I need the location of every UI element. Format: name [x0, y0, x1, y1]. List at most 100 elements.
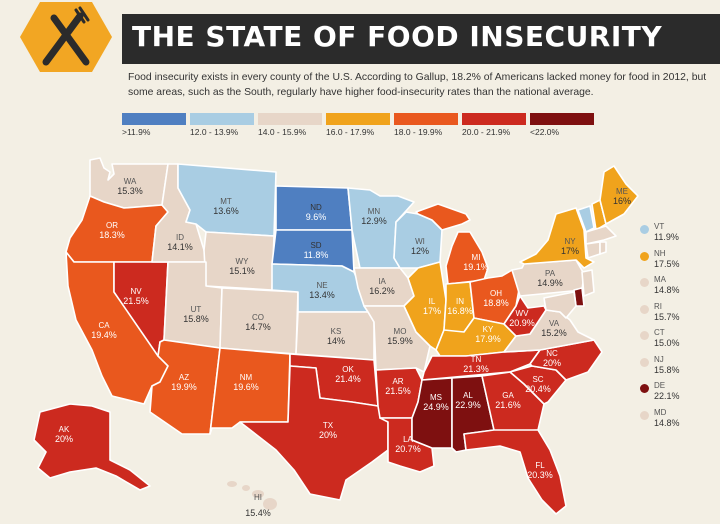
legend-label: 20.0 - 21.9%: [462, 127, 511, 137]
state-me: [599, 165, 639, 225]
legend-label: 18.0 - 19.9%: [394, 127, 443, 137]
value-la: 20.7%: [395, 444, 421, 454]
svg-text:MI: MI: [472, 253, 481, 262]
svg-text:NY: NY: [564, 237, 576, 246]
state-abbr: NJ: [654, 354, 664, 364]
state-ak: [33, 403, 151, 491]
svg-text:FL: FL: [535, 461, 545, 470]
color-dot: [640, 251, 649, 261]
svg-text:TN: TN: [471, 355, 482, 364]
state-tx: [239, 365, 389, 501]
svg-text:TX: TX: [323, 421, 334, 430]
svg-text:OK: OK: [342, 365, 354, 374]
svg-text:MS: MS: [430, 393, 442, 402]
state-md: [543, 291, 577, 319]
value-ia: 16.2%: [369, 286, 395, 296]
value-nc: 20%: [543, 358, 561, 368]
svg-text:VA: VA: [549, 319, 560, 328]
state-pa: [511, 259, 585, 297]
legend-item: >11.9%: [122, 113, 186, 137]
list-item: VT 11.9%: [640, 222, 720, 249]
legend-swatch: [326, 113, 390, 125]
intro-text: Food insecurity exists in every county o…: [128, 72, 707, 98]
page-title: THE STATE OF FOOD INSECURITY: [132, 20, 663, 53]
list-item: RI 15.7%: [640, 302, 720, 329]
legend-swatch: [190, 113, 254, 125]
svg-text:MT: MT: [220, 197, 232, 206]
state-abbr: DE: [654, 381, 666, 390]
legend-label: 16.0 - 17.9%: [326, 127, 375, 137]
legend-item: <22.0%: [530, 113, 594, 137]
svg-text:NC: NC: [546, 349, 558, 358]
svg-text:AZ: AZ: [179, 373, 189, 382]
state-abbr: MD: [654, 407, 667, 417]
svg-text:KY: KY: [483, 325, 494, 334]
legend-item: 14.0 - 15.9%: [258, 113, 322, 137]
svg-text:CO: CO: [252, 313, 264, 322]
value-sc: 20.4%: [525, 384, 551, 394]
svg-text:UT: UT: [191, 305, 202, 314]
state-abbr: NH: [654, 248, 666, 258]
state-hi: [227, 481, 277, 510]
state-nc: [529, 339, 603, 381]
value-ut: 15.8%: [183, 314, 209, 324]
value-nd: 9.6%: [306, 212, 327, 222]
value-oh: 18.8%: [483, 298, 509, 308]
value-wi: 12%: [411, 246, 429, 256]
svg-text:WI: WI: [415, 237, 425, 246]
state-ct: [585, 241, 601, 259]
color-dot: [640, 304, 649, 314]
list-item: NJ 15.8%: [640, 355, 720, 382]
value-id: 14.1%: [167, 242, 193, 252]
value-me: 16%: [613, 196, 631, 206]
value-ky: 17.9%: [475, 334, 501, 344]
color-dot: [640, 410, 649, 420]
legend-item: 16.0 - 17.9%: [326, 113, 390, 137]
legend-swatch: [394, 113, 458, 125]
state-ny: [519, 207, 595, 269]
state-value: 22.1%: [654, 391, 680, 401]
list-item: CT 15.0%: [640, 328, 720, 355]
logo-badge: [20, 2, 112, 72]
list-item: DE 22.1%: [640, 381, 720, 408]
svg-text:MN: MN: [368, 207, 381, 216]
svg-text:GA: GA: [502, 391, 514, 400]
color-legend: >11.9% 12.0 - 13.9% 14.0 - 15.9% 16.0 - …: [122, 113, 594, 139]
value-wa: 15.3%: [117, 186, 143, 196]
state-value: 17.5%: [654, 258, 680, 269]
state-abbr: CT: [654, 328, 665, 337]
value-ne: 13.4%: [309, 290, 335, 300]
value-pa: 14.9%: [537, 278, 563, 288]
svg-text:MO: MO: [394, 327, 407, 336]
value-ok: 21.4%: [335, 374, 361, 384]
svg-text:NM: NM: [240, 373, 253, 382]
state-value: 11.9%: [654, 232, 679, 242]
svg-text:KS: KS: [331, 327, 342, 336]
value-nv: 21.5%: [123, 296, 149, 306]
value-tn: 21.3%: [463, 364, 489, 374]
svg-text:SD: SD: [310, 241, 321, 250]
state-wv: [503, 295, 547, 337]
svg-text:OH: OH: [490, 289, 502, 298]
svg-text:WY: WY: [236, 257, 250, 266]
svg-text:CA: CA: [98, 321, 110, 330]
legend-swatch: [258, 113, 322, 125]
legend-label: >11.9%: [122, 127, 151, 137]
state-il: [403, 261, 447, 351]
value-ar: 21.5%: [385, 386, 411, 396]
svg-text:WA: WA: [124, 177, 137, 186]
svg-text:ME: ME: [616, 187, 628, 196]
list-item: MA 14.8%: [640, 275, 720, 302]
state-wy: [203, 231, 275, 291]
value-ny: 17%: [561, 246, 579, 256]
state-value: 14.8%: [654, 285, 680, 295]
value-al: 22.9%: [455, 400, 481, 410]
value-ms: 24.9%: [423, 402, 449, 412]
svg-text:HI: HI: [254, 493, 262, 502]
value-hi: 15.4%: [245, 508, 271, 518]
legend-swatch: [530, 113, 594, 125]
legend-label: 14.0 - 15.9%: [258, 127, 307, 137]
color-dot: [640, 384, 649, 393]
value-fl: 20.3%: [527, 470, 553, 480]
